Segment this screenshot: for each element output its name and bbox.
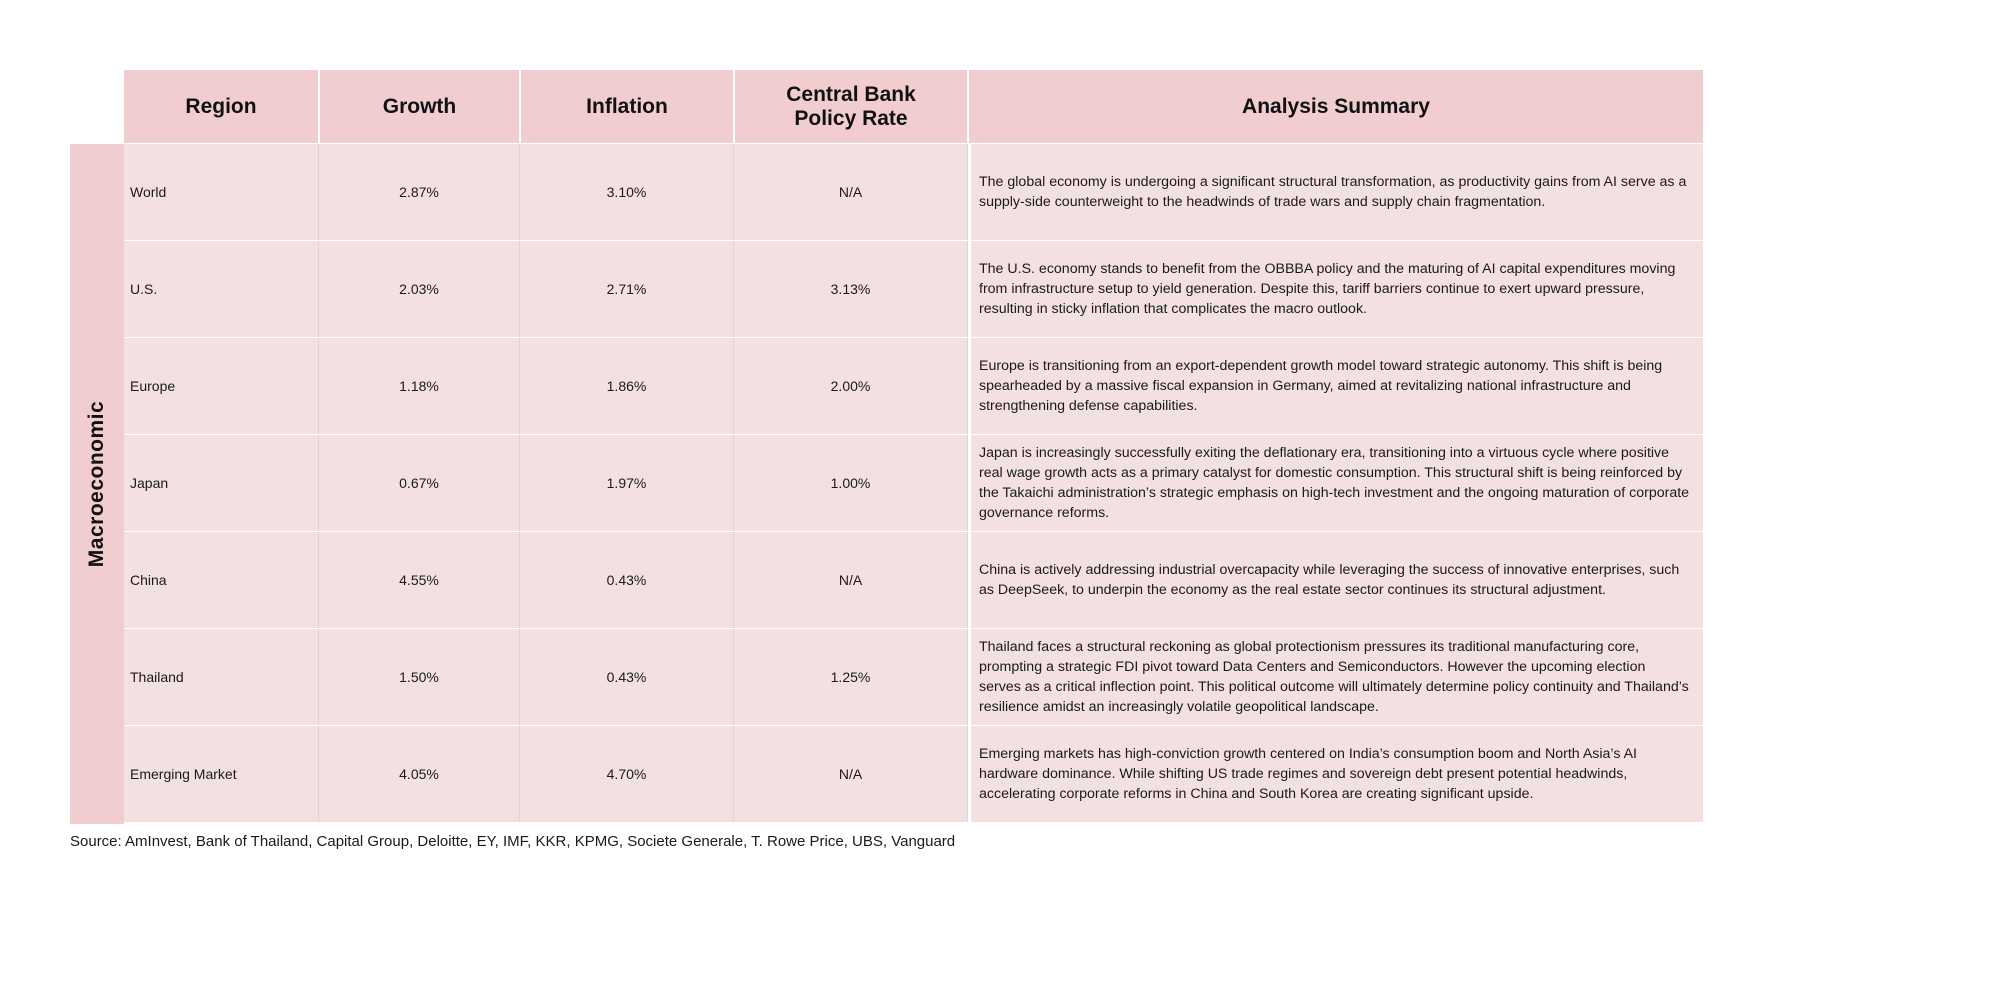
policy-rate-cell-text: 3.13% <box>830 281 871 297</box>
region-cell: World <box>124 144 319 240</box>
inflation-cell: 0.43% <box>520 532 734 628</box>
region-cell: Europe <box>124 338 319 434</box>
header-inflation: Inflation <box>521 70 733 143</box>
growth-cell-text: 1.50% <box>399 669 439 685</box>
policy-rate-cell: 1.25% <box>734 629 968 725</box>
table-row: World 2.87% 3.10% N/A The global economy is … <box>124 144 1703 240</box>
growth-cell: 2.87% <box>319 144 520 240</box>
growth-cell: 1.18% <box>319 338 520 434</box>
table-row: Japan 0.67% 1.97% 1.00% Japan is increasingl… <box>124 435 1703 531</box>
table-row: Thailand 1.50% 0.43% 1.25% Thailand faces a … <box>124 629 1703 725</box>
table-row: China 4.55% 0.43% N/A China is actively addr… <box>124 532 1703 628</box>
inflation-cell: 0.43% <box>520 629 734 725</box>
inflation-cell-text: 3.10% <box>606 184 647 200</box>
policy-rate-cell: N/A <box>734 144 968 240</box>
policy-rate-cell-text: 2.00% <box>830 378 871 394</box>
policy-rate-cell-text: 1.00% <box>830 475 871 491</box>
region-cell: Thailand <box>124 629 319 725</box>
inflation-cell: 4.70% <box>520 726 734 822</box>
category-side-label: Macroeconomic <box>70 144 124 824</box>
inflation-cell-text: 1.86% <box>606 378 647 394</box>
inflation-cell: 1.97% <box>520 435 734 531</box>
summary-cell-text: The global economy is undergoing a signi… <box>979 174 1687 210</box>
region-cell: China <box>124 532 319 628</box>
table-row: U.S. 2.03% 2.71% 3.13% The U.S. economy stan… <box>124 241 1703 337</box>
header-summary: Analysis Summary <box>969 70 1703 143</box>
growth-cell: 4.05% <box>319 726 520 822</box>
region-cell: U.S. <box>124 241 319 337</box>
summary-cell-text: Thailand faces a structural reckoning as… <box>979 639 1689 715</box>
region-cell: Japan <box>124 435 319 531</box>
policy-rate-cell-text: N/A <box>838 572 863 588</box>
growth-cell: 1.50% <box>319 629 520 725</box>
region-cell-text: World <box>130 184 167 200</box>
policy-rate-cell: 2.00% <box>734 338 968 434</box>
region-cell-text: Emerging Market <box>130 766 237 782</box>
summary-cell: The global economy is undergoing a signi… <box>971 144 1703 240</box>
header-policy-rate: Central Bank Policy Rate <box>735 70 967 143</box>
inflation-cell-text: 0.43% <box>606 669 647 685</box>
region-cell: Emerging Market <box>124 726 319 822</box>
summary-cell-text: Emerging markets has high-conviction gro… <box>979 746 1637 802</box>
growth-cell-text: 0.67% <box>399 475 439 491</box>
region-cell-text: U.S. <box>130 281 158 297</box>
source-note: Source: AmInvest, Bank of Thailand, Capi… <box>70 833 956 850</box>
category-label-text: Macroeconomic <box>85 400 108 568</box>
policy-rate-cell-text: N/A <box>838 766 863 782</box>
growth-cell-text: 2.03% <box>399 281 439 297</box>
policy-rate-cell: 1.00% <box>734 435 968 531</box>
inflation-cell-text: 2.71% <box>606 281 647 297</box>
inflation-cell: 2.71% <box>520 241 734 337</box>
table-row: Emerging Market 4.05% 4.70% N/A Emerging mar… <box>124 726 1703 822</box>
growth-cell-text: 4.55% <box>399 572 439 588</box>
growth-cell-text: 1.18% <box>399 378 439 394</box>
summary-cell-text: The U.S. economy stands to benefit from … <box>979 261 1676 317</box>
table-row: Europe 1.18% 1.86% 2.00% Europe is transitio… <box>124 338 1703 434</box>
inflation-cell: 1.86% <box>520 338 734 434</box>
growth-cell-text: 4.05% <box>399 766 439 782</box>
summary-cell-text: Europe is transitioning from an export-d… <box>979 358 1663 414</box>
inflation-cell-text: 1.97% <box>606 475 647 491</box>
region-cell-text: Japan <box>130 475 169 491</box>
summary-cell: Emerging markets has high-conviction gro… <box>971 726 1703 822</box>
header-region: Region <box>124 70 318 143</box>
summary-cell: Thailand faces a structural reckoning as… <box>971 629 1703 725</box>
summary-cell: China is actively addressing industrial … <box>971 532 1703 628</box>
growth-cell: 0.67% <box>319 435 520 531</box>
inflation-cell-text: 0.43% <box>606 572 647 588</box>
inflation-cell-text: 4.70% <box>606 766 647 782</box>
growth-cell-text: 2.87% <box>399 184 439 200</box>
summary-cell: Japan is increasingly successfully exiti… <box>971 435 1703 531</box>
policy-rate-cell: N/A <box>734 532 968 628</box>
header-growth: Growth <box>320 70 519 143</box>
summary-cell: The U.S. economy stands to benefit from … <box>971 241 1703 337</box>
policy-rate-cell: 3.13% <box>734 241 968 337</box>
summary-cell-text: China is actively addressing industrial … <box>979 562 1680 598</box>
region-cell-text: China <box>130 572 167 588</box>
policy-rate-cell: N/A <box>734 726 968 822</box>
growth-cell: 2.03% <box>319 241 520 337</box>
summary-cell: Europe is transitioning from an export-d… <box>971 338 1703 434</box>
policy-rate-cell-text: 1.25% <box>830 669 871 685</box>
policy-rate-cell-text: N/A <box>838 184 863 200</box>
summary-cell-text: Japan is increasingly successfully exiti… <box>979 445 1690 521</box>
region-cell-text: Thailand <box>130 669 184 685</box>
growth-cell: 4.55% <box>319 532 520 628</box>
region-cell-text: Europe <box>130 378 176 394</box>
inflation-cell: 3.10% <box>520 144 734 240</box>
